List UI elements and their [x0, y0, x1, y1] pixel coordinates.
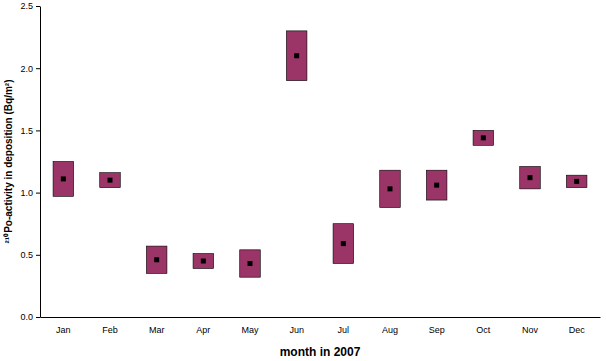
x-tick: Jul [338, 325, 350, 335]
marker [434, 183, 439, 188]
error-box [333, 224, 354, 264]
y-tick-label: 0.5 [20, 250, 33, 260]
x-tick: Jan [56, 325, 71, 335]
x-tick-label: Sep [429, 325, 445, 335]
y-tick-label: 0.0 [20, 312, 33, 322]
x-tick-label: Nov [522, 325, 539, 335]
error-box [380, 170, 401, 207]
y-axis: 0.0 0.5 1.0 1.5 2.0 2.5 [20, 1, 40, 322]
x-tick: Jun [289, 325, 304, 335]
y-tick-mark [36, 255, 40, 256]
marker [154, 257, 159, 262]
x-tick: Oct [476, 325, 491, 335]
y-tick-label: 2.0 [20, 64, 33, 74]
x-tick-label: Dec [569, 325, 586, 335]
y-tick: 2.5 [20, 1, 40, 11]
marker [574, 179, 579, 184]
y-axis-title: ²¹⁰Po-activity in deposition (Bq/m²) [3, 80, 14, 244]
error-box [566, 175, 587, 187]
x-tick: Dec [569, 325, 586, 335]
y-tick: 1.5 [20, 126, 40, 136]
marker [294, 53, 299, 58]
x-axis: Jan Feb Mar Apr May Jun Jul Aug Sep Oct Nov Dec [41, 318, 601, 336]
x-tick: Aug [382, 325, 398, 335]
marks [53, 31, 587, 277]
marker [201, 259, 206, 264]
y-axis-line [40, 7, 41, 318]
x-tick: Mar [149, 325, 165, 335]
marker [528, 175, 533, 180]
x-tick-label: Aug [382, 325, 398, 335]
error-box [240, 250, 261, 277]
x-tick-label: Jan [56, 325, 71, 335]
plot: 0.0 0.5 1.0 1.5 2.0 2.5 Jan Feb Mar Apr May Jun Jul A… [20, 1, 600, 335]
x-tick-label: May [241, 325, 259, 335]
y-tick-label: 1.5 [20, 126, 33, 136]
x-tick-label: Jun [289, 325, 304, 335]
chart: 0.0 0.5 1.0 1.5 2.0 2.5 Jan Feb Mar Apr May Jun Jul A… [0, 0, 606, 361]
x-tick-label: Oct [476, 325, 491, 335]
y-tick-mark [36, 68, 40, 69]
marker [481, 135, 486, 140]
error-box [100, 173, 121, 188]
y-tick: 1.0 [20, 188, 40, 198]
x-axis-title: month in 2007 [280, 345, 361, 359]
marker [248, 261, 253, 266]
x-tick: Sep [429, 325, 445, 335]
error-box [286, 31, 307, 81]
y-tick-mark [36, 130, 40, 131]
error-box [146, 246, 167, 273]
x-tick-label: Apr [196, 325, 210, 335]
y-tick-mark [36, 193, 40, 194]
y-tick: 0.5 [20, 250, 40, 260]
x-tick: Apr [196, 325, 210, 335]
x-tick-label: Mar [149, 325, 165, 335]
error-box [426, 170, 447, 200]
marker [61, 176, 66, 181]
marker [341, 241, 346, 246]
y-tick: 2.0 [20, 64, 40, 74]
x-tick: Nov [522, 325, 539, 335]
error-box [53, 162, 74, 197]
marker [388, 186, 393, 191]
x-tick: May [241, 325, 259, 335]
error-box [520, 166, 541, 188]
y-tick-mark [36, 317, 40, 318]
x-tick-label: Feb [102, 325, 118, 335]
error-box [473, 130, 494, 145]
error-box [193, 254, 214, 269]
x-tick-label: Jul [338, 325, 350, 335]
y-tick: 0.0 [20, 312, 40, 322]
x-tick: Feb [102, 325, 118, 335]
marker [108, 178, 113, 183]
y-tick-label: 1.0 [20, 188, 33, 198]
y-tick-mark [36, 6, 40, 7]
y-tick-label: 2.5 [20, 1, 33, 11]
x-axis-line [41, 317, 601, 318]
